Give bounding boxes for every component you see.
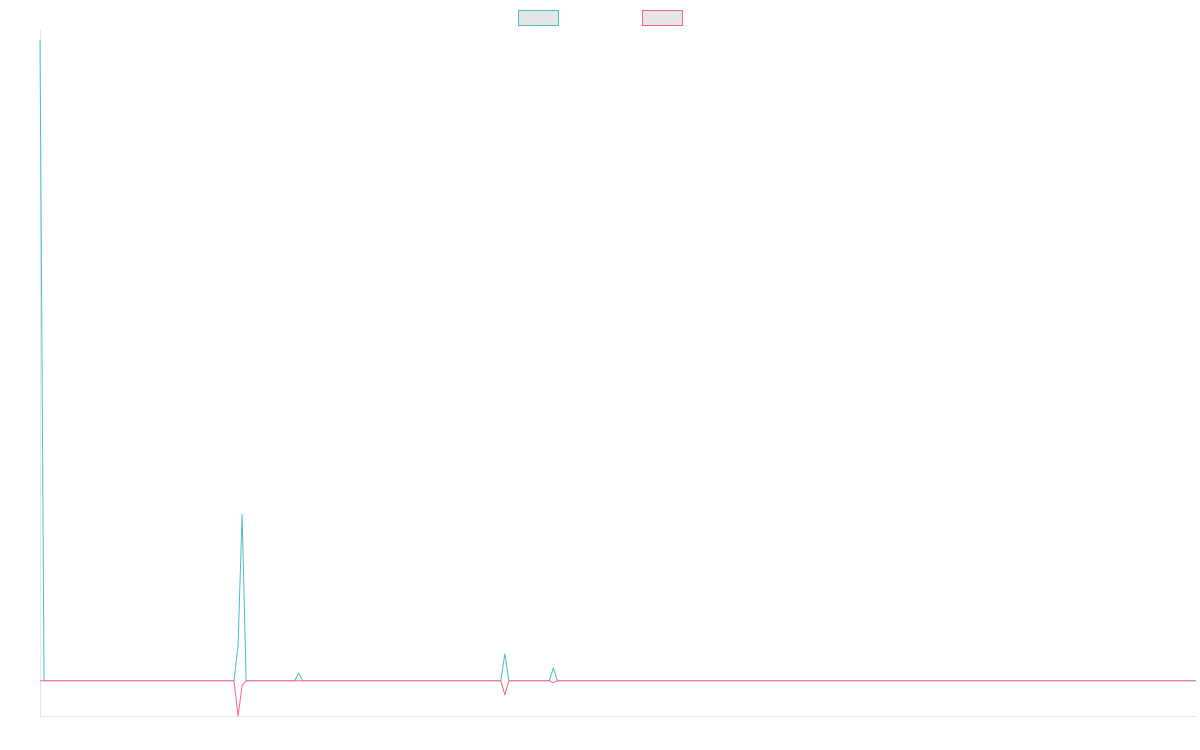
legend-swatch-1[interactable]	[518, 10, 559, 26]
chart-axes	[40, 30, 1196, 717]
chart-legend[interactable]	[518, 10, 683, 26]
legend-swatch-2[interactable]	[642, 10, 683, 26]
series-layer	[39, 40, 1196, 717]
series-line-1	[39, 40, 1196, 682]
series-line-2	[40, 680, 1196, 717]
legend-item-2[interactable]	[642, 10, 683, 26]
legend-item-1[interactable]	[518, 10, 559, 26]
